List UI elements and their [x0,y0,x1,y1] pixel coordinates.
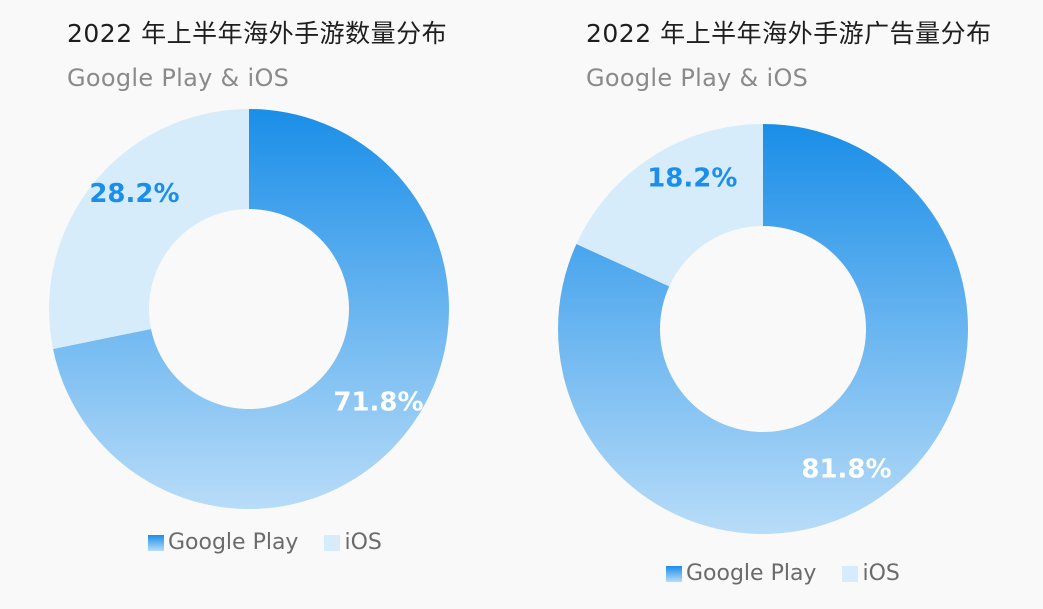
legend-swatch-google-play [666,565,682,582]
legend-label: Google Play [168,530,299,555]
slice-google-play [53,109,449,509]
legend-swatch-google-play [148,534,164,551]
chart-panel-game-count: 2022 年上半年海外手游数量分布 Google Play & iOS 71.8… [0,0,520,609]
data-label-ios: 28.2% [89,179,179,209]
legend-label: iOS [862,561,900,586]
legend-label: Google Play [686,561,817,586]
chart-title: 2022 年上半年海外手游数量分布 [67,19,448,48]
chart-panel-ad-count: 2022 年上半年海外手游广告量分布 Google Play & iOS 81.… [520,0,1043,609]
legend-item-google-play: Google Play [148,530,298,555]
data-label-google-play: 81.8% [801,455,891,485]
chart-subtitle: Google Play & iOS [67,64,290,92]
legend-item-google-play: Google Play [666,561,816,586]
slice-google-play [558,124,968,534]
data-label-google-play: 71.8% [333,388,423,418]
legend-label: iOS [344,530,382,555]
donut-chart: 71.8% 28.2% [49,109,449,509]
legend-swatch-ios [842,565,859,582]
legend-swatch-ios [324,534,341,551]
chart-legend: Google Play iOS [666,561,900,586]
legend-item-ios: iOS [324,530,382,555]
legend-item-ios: iOS [842,561,900,586]
chart-legend: Google Play iOS [148,530,382,555]
slice-ios [576,124,763,287]
chart-subtitle: Google Play & iOS [586,64,809,92]
donut-chart: 81.8% 18.2% [558,124,968,534]
slice-ios [49,109,250,349]
data-label-ios: 18.2% [647,163,737,193]
chart-title: 2022 年上半年海外手游广告量分布 [586,19,992,48]
